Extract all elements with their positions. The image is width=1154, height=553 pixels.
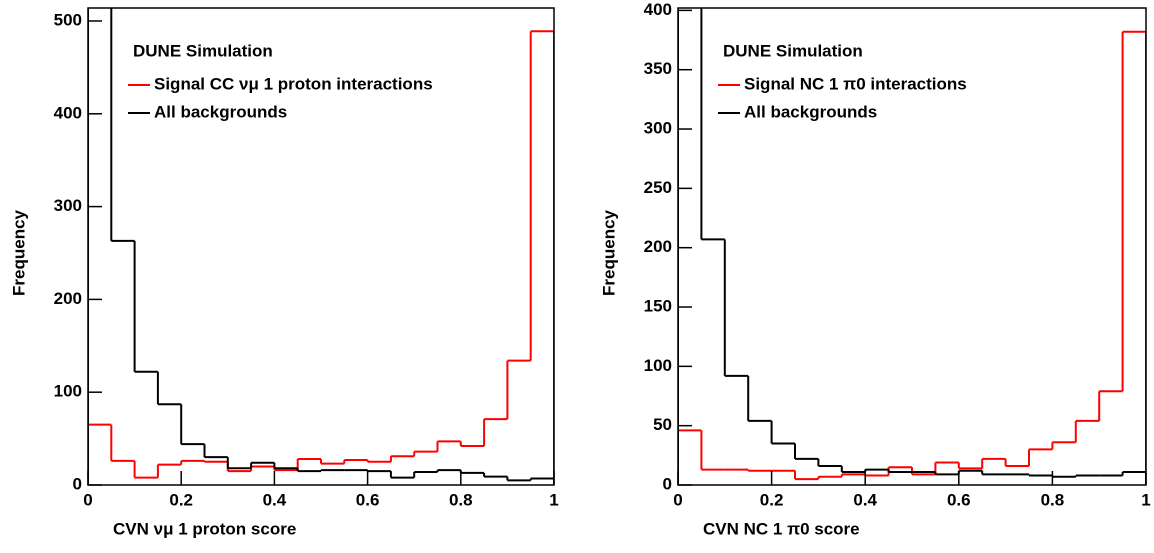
x-tick-label: 1 [1141, 490, 1150, 509]
y-tick-label: 200 [644, 237, 672, 256]
x-tick-label: 0.8 [449, 490, 473, 509]
x-tick-label: 0 [83, 490, 92, 509]
x-axis-label: CVN NC 1 π0 score [703, 519, 860, 538]
x-tick-label: 0.2 [760, 490, 784, 509]
x-tick-label: 0.6 [356, 490, 380, 509]
legend-label: Signal NC 1 π0 interactions [744, 74, 967, 93]
y-tick-label: 200 [54, 289, 82, 308]
y-tick-label: 0 [73, 474, 82, 493]
plot-area [678, 8, 1146, 485]
x-tick-label: 0 [673, 490, 682, 509]
x-tick-label: 0.2 [169, 490, 193, 509]
y-tick-label: 150 [644, 296, 672, 315]
annotation: DUNE Simulation [133, 41, 273, 60]
y-axis-label: Frequency [9, 209, 28, 296]
x-tick-label: 0.4 [263, 490, 287, 509]
y-tick-label: 100 [644, 356, 672, 375]
y-tick-label: 300 [644, 119, 672, 138]
legend-label: All backgrounds [744, 102, 877, 121]
x-axis-label: CVN νμ 1 proton score [113, 519, 296, 538]
y-tick-label: 250 [644, 178, 672, 197]
y-tick-label: 300 [54, 196, 82, 215]
y-tick-label: 400 [54, 103, 82, 122]
y-tick-label: 0 [663, 474, 672, 493]
plot-area [88, 8, 554, 485]
plot-frame [677, 7, 1147, 486]
y-tick-label: 500 [54, 10, 82, 29]
legend-label: Signal CC νμ 1 proton interactions [154, 74, 433, 93]
y-tick-label: 400 [644, 0, 672, 19]
plot-frame [87, 7, 555, 486]
y-tick-label: 50 [653, 415, 672, 434]
x-tick-label: 1 [549, 490, 558, 509]
y-tick-label: 100 [54, 382, 82, 401]
y-tick-label: 350 [644, 59, 672, 78]
annotation: DUNE Simulation [723, 41, 863, 60]
x-tick-label: 0.6 [947, 490, 971, 509]
x-tick-label: 0.4 [853, 490, 877, 509]
x-tick-label: 0.8 [1041, 490, 1065, 509]
legend-label: All backgrounds [154, 102, 287, 121]
y-axis-label: Frequency [599, 209, 618, 296]
